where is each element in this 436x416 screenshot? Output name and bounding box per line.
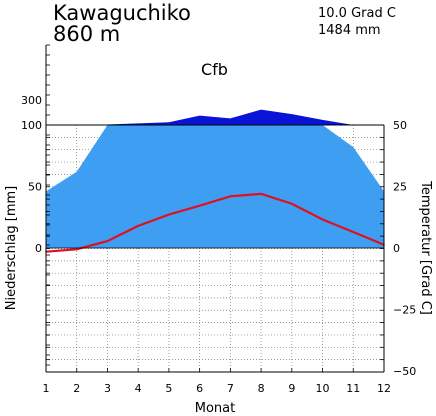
- left-tick-label: 0: [35, 242, 42, 255]
- precipitation-area: [46, 125, 384, 248]
- x-tick-label: 6: [196, 382, 203, 395]
- precipitation-excess-area: [46, 109, 384, 125]
- right-tick-label: 0: [393, 242, 400, 255]
- y-axis-right-label: Temperatur [Grad C]: [418, 180, 433, 315]
- x-tick-label: 2: [73, 382, 80, 395]
- left-tick-label: 100: [21, 119, 42, 132]
- x-tick-label: 9: [288, 382, 295, 395]
- x-tick-label: 7: [227, 382, 234, 395]
- temperature-line: [45, 192, 385, 253]
- right-tick-label: 25: [393, 181, 407, 194]
- annual-precipitation: 1484 mm: [318, 23, 381, 38]
- x-axis-label: Monat: [195, 401, 235, 416]
- precipitation-areas: [46, 109, 384, 248]
- x-tick-label: 11: [346, 382, 360, 395]
- temperature-point: [137, 225, 139, 227]
- left-tick-label: 50: [28, 181, 42, 194]
- right-tick-label: 50: [393, 119, 407, 132]
- station-elevation: 860 m: [53, 22, 121, 46]
- x-tick-label: 8: [258, 382, 265, 395]
- left-tick-label: 300: [21, 94, 42, 107]
- temperature-point: [106, 240, 109, 242]
- x-tick-label: 5: [165, 382, 172, 395]
- temperature-point: [75, 248, 78, 251]
- x-tick-label: 10: [316, 382, 330, 395]
- temperature-point: [168, 213, 170, 216]
- temperature-point: [352, 231, 355, 233]
- x-tick-label: 3: [104, 382, 111, 395]
- x-tick-label: 1: [43, 382, 50, 395]
- right-tick-label: −25: [393, 304, 416, 317]
- temperature-point: [321, 218, 324, 221]
- x-tick-label: 4: [135, 382, 142, 395]
- x-tick-label: 12: [377, 382, 391, 395]
- right-tick-label: −50: [393, 365, 416, 378]
- temperature-point: [229, 195, 232, 198]
- climate-classification: Cfb: [201, 60, 228, 79]
- y-axis-left-label: Niederschlag [mm]: [4, 186, 19, 311]
- temperature-point: [198, 204, 201, 207]
- annual-temperature: 10.0 Grad C: [318, 6, 396, 21]
- temperature-point: [291, 202, 293, 205]
- station-name: Kawaguchiko: [53, 1, 191, 25]
- temperature-point: [260, 193, 262, 195]
